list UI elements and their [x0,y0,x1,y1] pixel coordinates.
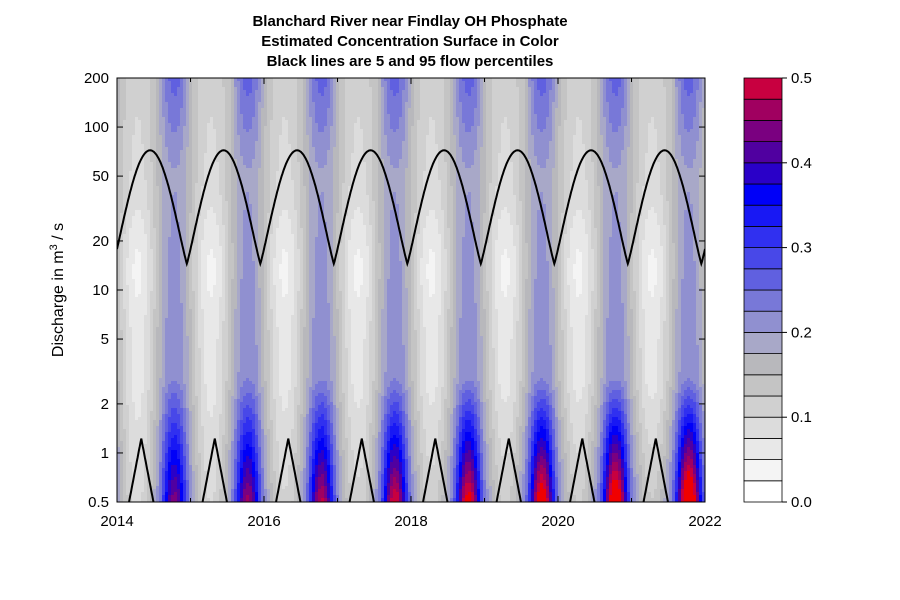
chart-title-line-1: Blanchard River near Findlay OH Phosphat… [252,13,567,30]
colorbar-band [743,247,783,270]
flow-percentile-5-line [128,438,670,502]
colorbar-band [743,353,783,376]
colorbar-tick-label: 0.5 [791,70,812,87]
colorbar-band [743,459,783,482]
colorbar-band [743,480,783,503]
y-tick-label: 200 [84,70,109,87]
y-axis-label: Discharge in m3 / s [48,223,67,357]
colorbar: 0.0 0.1 0.2 0.3 0.4 0.5 [743,70,812,511]
colorbar-band [743,77,783,100]
concentration-surface [117,78,705,502]
x-tick-label: 2022 [688,513,721,530]
colorbar-band [743,98,783,121]
x-axis: 2014 2016 2018 2020 2022 [100,78,722,530]
chart-title-line-3: Black lines are 5 and 95 flow percentile… [267,53,554,70]
y-tick-label: 0.5 [88,494,109,511]
colorbar-tick-label: 0.3 [791,240,812,257]
colorbar-band [743,289,783,312]
colorbar-band [743,225,783,248]
y-tick-label: 10 [92,282,109,299]
colorbar-band [743,416,783,439]
y-axis-label-prefix: Discharge in m [50,250,67,357]
colorbar-tick-label: 0.4 [791,155,812,172]
chart-title-line-2: Estimated Concentration Surface in Color [261,33,559,50]
colorbar-band [743,310,783,333]
flow-percentile-95-line [117,149,705,268]
x-tick-label: 2016 [247,513,280,530]
colorbar-band [743,374,783,397]
flow-percentile-lines [117,149,705,502]
y-tick-label: 50 [92,168,109,185]
y-axis: 0.5 1 2 5 10 20 50 100 200 [84,70,705,511]
colorbar-tick-label: 0.2 [791,324,812,341]
y-tick-label: 1 [101,445,109,462]
x-tick-label: 2020 [541,513,574,530]
y-tick-label: 20 [92,233,109,250]
colorbar-band [743,395,783,418]
x-tick-label: 2018 [394,513,427,530]
y-tick-label: 5 [101,331,109,348]
colorbar-band [743,120,783,143]
colorbar-tick-label: 0.1 [791,409,812,426]
colorbar-band [743,437,783,460]
colorbar-band [743,162,783,185]
x-tick-label: 2014 [100,513,133,530]
y-tick-label: 2 [101,396,109,413]
y-axis-label-sup: 3 [48,244,60,250]
colorbar-band [743,268,783,291]
colorbar-band [743,183,783,206]
colorbar-band [743,141,783,164]
y-axis-label-suffix: / s [50,223,67,244]
colorbar-tick-label: 0.0 [791,494,812,511]
colorbar-band [743,331,783,354]
y-tick-label: 100 [84,119,109,136]
colorbar-band [743,204,783,227]
